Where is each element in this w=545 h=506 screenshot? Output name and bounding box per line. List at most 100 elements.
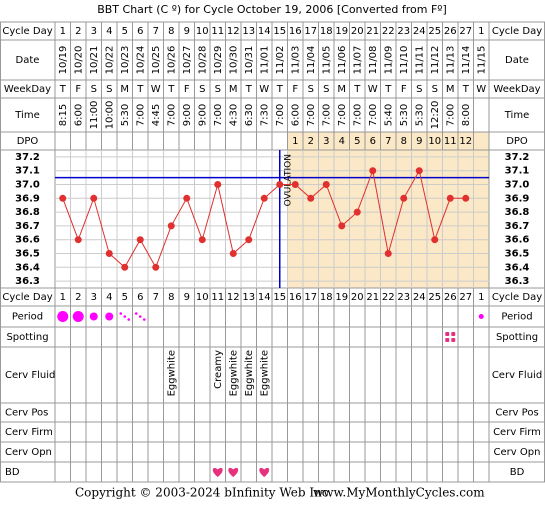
- cycle-day: 14: [258, 292, 271, 303]
- cycle-day: 14: [258, 26, 271, 37]
- cycle-day: 1: [60, 26, 66, 37]
- time: 7:00: [166, 104, 177, 126]
- period-spotting: [134, 312, 138, 315]
- cycle-day: 19: [335, 26, 348, 37]
- period-spotting: [127, 318, 131, 321]
- cycle-day: 18: [320, 26, 333, 37]
- row-label-left: Cerv Firm: [5, 427, 53, 438]
- weekday: S: [199, 84, 205, 95]
- cycle-day: 10: [196, 26, 209, 37]
- row-label-left: Cycle Day: [2, 26, 52, 37]
- temperature-point: [245, 236, 253, 244]
- cerv-fluid: Eggwhite: [259, 350, 270, 396]
- weekday: W: [151, 84, 161, 95]
- time: 6:00: [73, 104, 84, 126]
- weekday: M: [229, 84, 238, 95]
- time: 7:00: [306, 104, 317, 126]
- weekday: S: [432, 84, 438, 95]
- time: 10:00: [104, 101, 115, 130]
- chart-title: BBT Chart (C º) for Cycle October 19, 20…: [97, 3, 447, 16]
- row-label-right: Cycle Day: [492, 26, 542, 37]
- row-label-left: Cerv Opn: [5, 447, 52, 458]
- cycle-day: 23: [397, 26, 410, 37]
- weekday: M: [120, 84, 129, 95]
- weekday: S: [215, 84, 221, 95]
- period-heavy: [57, 311, 69, 322]
- weekday: T: [245, 84, 253, 95]
- cycle-day: 7: [153, 26, 159, 37]
- temperature-point: [198, 236, 206, 244]
- weekday: S: [106, 84, 112, 95]
- row-label-left: Time: [14, 110, 39, 121]
- weekday: F: [184, 84, 190, 95]
- time: 9:00: [197, 104, 208, 126]
- row-label-right: Cerv Pos: [495, 408, 538, 419]
- weekday: F: [75, 84, 81, 95]
- time: 7:00: [445, 104, 456, 126]
- cycle-day: 21: [366, 26, 379, 37]
- temperature-point: [338, 222, 346, 230]
- y-tick-label-right: 36.9: [505, 193, 530, 204]
- time: 7:00: [368, 104, 379, 126]
- date: 11/13: [445, 46, 456, 75]
- y-tick-label-left: 36.4: [15, 262, 40, 273]
- dpo: 9: [416, 136, 422, 147]
- time: 7:00: [213, 104, 224, 126]
- cycle-day: 1: [60, 292, 66, 303]
- date: 10/25: [151, 46, 162, 75]
- time: 8:00: [461, 104, 472, 126]
- bd-heart: [212, 467, 223, 477]
- temperature-point: [214, 181, 222, 188]
- date: 11/10: [399, 46, 410, 75]
- temperature-point: [183, 194, 191, 202]
- date: 10/26: [166, 46, 177, 75]
- temperature-point: [105, 250, 113, 257]
- bd-heart: [259, 467, 270, 477]
- row-label-right: BD: [510, 467, 525, 478]
- y-tick-label-right: 36.6: [505, 235, 530, 246]
- row-label-right: Date: [505, 55, 529, 66]
- cycle-day: 7: [153, 292, 159, 303]
- cycle-day: 25: [428, 26, 441, 37]
- dpo: 3: [323, 136, 329, 147]
- cycle-day: 1: [478, 26, 484, 37]
- temperature-point: [74, 236, 82, 244]
- time: 8:15: [58, 104, 69, 126]
- footer-copyright: Copyright © 2003-2024 bInfinity Web Inc.: [75, 486, 332, 500]
- cycle-day: 4: [106, 292, 112, 303]
- cerv-fluid: Eggwhite: [228, 350, 239, 396]
- date: 10/29: [213, 46, 224, 75]
- row-label-right: Cycle Day: [492, 292, 542, 303]
- y-tick-label-right: 37.0: [505, 180, 530, 191]
- cycle-day: 2: [75, 292, 81, 303]
- cycle-day: 4: [106, 26, 112, 37]
- temperature-point: [431, 236, 439, 244]
- cycle-day: 27: [459, 292, 472, 303]
- weekday: S: [323, 84, 329, 95]
- y-tick-label-left: 36.7: [15, 221, 40, 232]
- temperature-point: [322, 181, 330, 188]
- temperature-point: [369, 167, 377, 175]
- date: 10/27: [182, 46, 193, 75]
- period-spotting: [123, 315, 127, 318]
- cycle-day: 21: [366, 292, 379, 303]
- weekday: M: [446, 84, 455, 95]
- cycle-day: 5: [122, 26, 128, 37]
- row-label-left: Cycle Day: [2, 292, 52, 303]
- weekday: S: [308, 84, 314, 95]
- time: 4:45: [151, 104, 162, 126]
- ovulation-label: OVULATION: [283, 154, 293, 206]
- time: 11:00: [89, 101, 100, 130]
- time: 7:00: [275, 104, 286, 126]
- spotting-mark: [451, 332, 456, 336]
- weekday: T: [59, 84, 67, 95]
- cycle-day: 15: [273, 292, 286, 303]
- date: 10/20: [73, 46, 84, 75]
- date: 11/14: [461, 46, 472, 75]
- row-label-left: Cerv Fluid: [5, 370, 55, 381]
- dpo: 4: [339, 136, 345, 147]
- y-tick-label-right: 36.8: [505, 207, 530, 218]
- temperature-point: [152, 263, 160, 271]
- period-light: [478, 314, 484, 319]
